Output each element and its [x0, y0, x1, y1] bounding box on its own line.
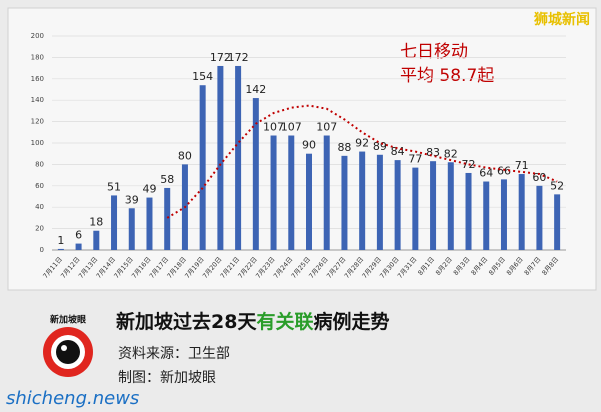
value-label: 60: [532, 171, 546, 184]
value-label: 77: [408, 153, 422, 166]
value-label: 71: [515, 159, 529, 172]
bar: [235, 65, 242, 251]
value-label: 66: [497, 164, 511, 177]
bar: [376, 154, 383, 250]
value-label: 92: [355, 137, 369, 150]
bar: [288, 135, 295, 250]
value-label: 107: [316, 121, 337, 134]
annotation: 平均 58.7起: [400, 66, 494, 86]
value-label: 154: [192, 70, 213, 83]
value-label: 1: [57, 234, 64, 247]
y-tick-label: 20: [35, 225, 44, 233]
value-label: 89: [373, 140, 387, 153]
bar: [306, 153, 312, 250]
value-label: 18: [89, 216, 103, 229]
bar: [483, 181, 490, 250]
value-label: 58: [160, 173, 174, 186]
y-tick-label: 100: [31, 139, 44, 147]
bar: [518, 174, 525, 250]
title-part: 病例走势: [313, 310, 389, 333]
bar: [394, 160, 401, 250]
value-label: 72: [462, 158, 476, 171]
value-label: 172: [228, 51, 249, 64]
bar: [536, 185, 543, 250]
bar: [217, 65, 224, 251]
value-label: 83: [426, 146, 440, 159]
bar: [146, 197, 153, 250]
value-label: 6: [75, 229, 82, 242]
watermark: shicheng.news: [6, 388, 139, 409]
logo-eye: [56, 340, 80, 364]
logo: 新加坡眼: [43, 314, 93, 377]
value-label: 142: [245, 83, 266, 96]
value-label: 88: [337, 141, 351, 154]
maker: 制图：新加坡眼: [118, 370, 216, 386]
bar: [341, 155, 348, 250]
value-label: 51: [107, 180, 121, 193]
bar: [359, 151, 366, 250]
value-label: 84: [391, 145, 405, 158]
y-tick-label: 40: [35, 203, 44, 211]
title-part: 新加坡过去28天: [116, 310, 257, 333]
bar: [199, 85, 206, 250]
value-label: 172: [210, 51, 231, 64]
source: 资料来源：卫生部: [118, 346, 230, 362]
value-label: 64: [479, 167, 493, 180]
bar: [252, 98, 259, 250]
y-tick-label: 160: [31, 75, 44, 83]
y-tick-label: 140: [31, 96, 44, 104]
bar: [93, 230, 100, 250]
value-label: 90: [302, 139, 316, 152]
bar: [164, 187, 171, 250]
bar: [270, 135, 277, 250]
value-label: 52: [550, 179, 564, 192]
y-tick-label: 180: [31, 53, 44, 61]
bar: [447, 162, 454, 250]
bar: [323, 135, 330, 250]
bar: [465, 172, 472, 250]
bar: [412, 167, 419, 250]
bar: [554, 194, 561, 250]
y-tick-label: 200: [31, 32, 44, 40]
y-tick-label: 0: [40, 246, 44, 254]
value-label: 107: [281, 121, 302, 134]
bar: [57, 248, 64, 250]
title: 新加坡过去28天有关联病例走势: [116, 310, 389, 333]
y-tick-label: 120: [31, 118, 44, 126]
bar: [75, 243, 82, 250]
bar: [111, 195, 118, 250]
logo-text: 新加坡眼: [50, 314, 86, 326]
annotation: 七日移动: [400, 42, 468, 62]
value-label: 82: [444, 147, 458, 160]
y-tick-label: 60: [35, 182, 44, 190]
value-label: 107: [263, 121, 284, 134]
title-part: 有关联: [256, 310, 313, 333]
brand: 狮城新闻: [533, 11, 590, 28]
bar: [128, 208, 135, 250]
value-label: 49: [142, 183, 156, 196]
value-label: 80: [178, 149, 192, 162]
bar: [430, 161, 437, 250]
bar: [500, 179, 507, 250]
logo-glint: [61, 345, 67, 351]
value-label: 39: [125, 193, 139, 206]
chart-area: [7, 7, 597, 291]
y-tick-label: 80: [35, 160, 44, 168]
